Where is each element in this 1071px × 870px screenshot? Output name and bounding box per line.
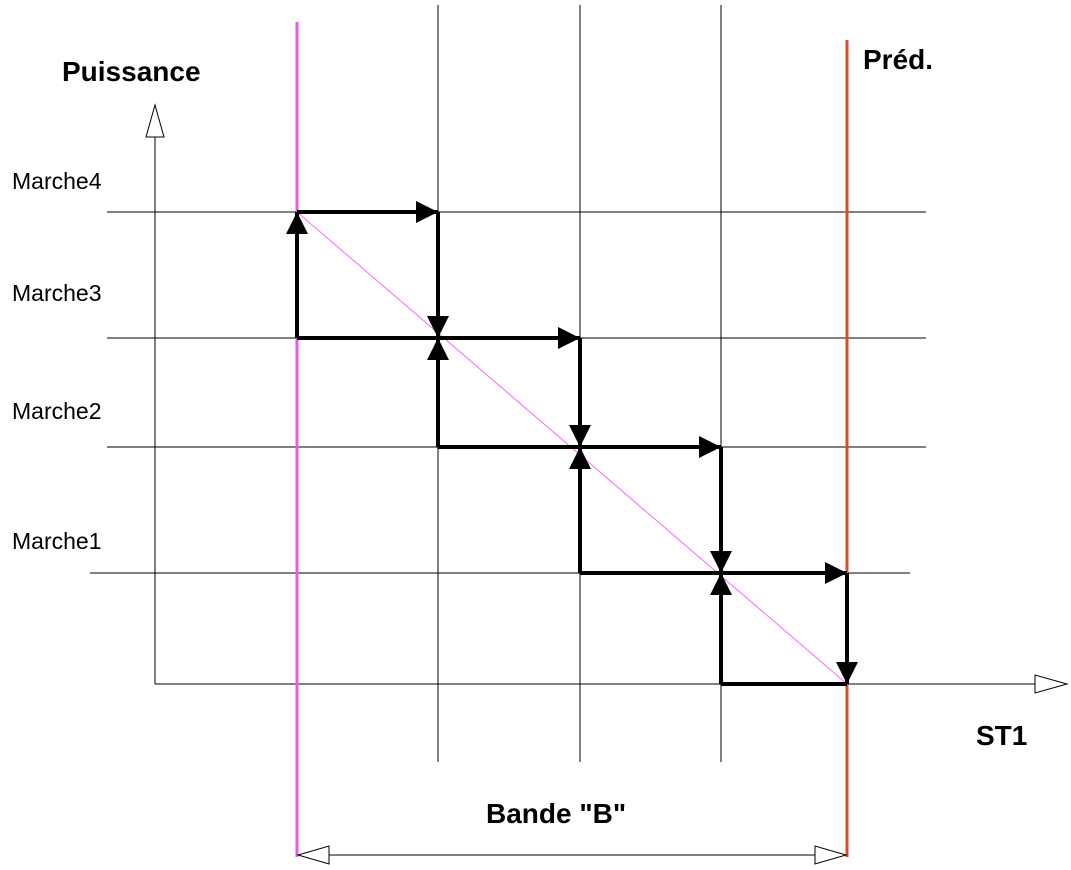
band-dimension	[296, 845, 848, 865]
axes	[145, 103, 1069, 694]
setpoint-label: Préd.	[863, 44, 934, 75]
y-axis-label: Puissance	[62, 56, 201, 87]
band-right-arrowhead	[814, 845, 848, 865]
band-label: Bande "B"	[486, 798, 627, 829]
step-label-1: Marche1	[12, 528, 102, 554]
step-label-2: Marche2	[12, 398, 102, 424]
step-label-3: Marche3	[12, 280, 102, 306]
y-axis-arrowhead	[145, 103, 165, 138]
x-axis-arrowhead	[1034, 674, 1069, 694]
hysteresis-path	[286, 201, 858, 686]
x-axis-label: ST1	[976, 720, 1028, 751]
band-left-arrowhead	[296, 845, 330, 865]
step-label-4: Marche4	[12, 168, 102, 194]
